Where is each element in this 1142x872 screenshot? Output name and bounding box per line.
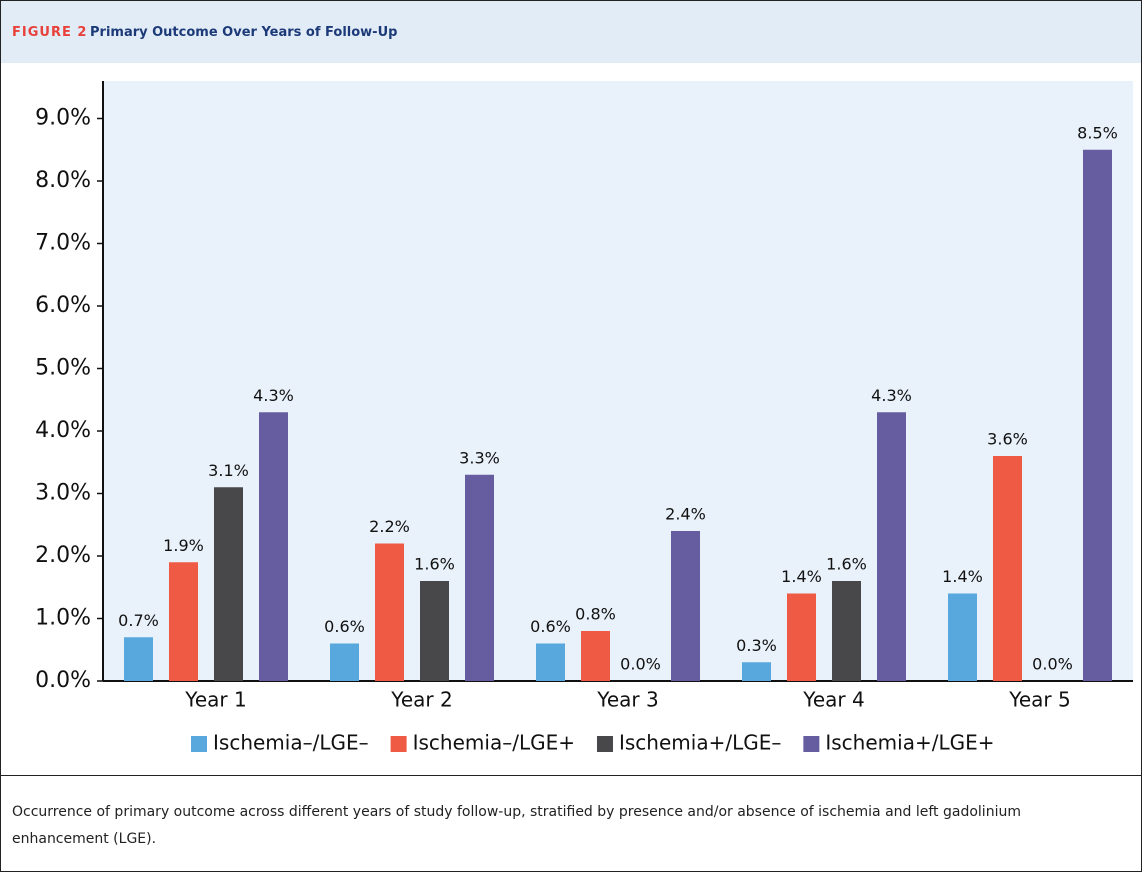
y-tick-label: 2.0% (35, 543, 91, 568)
y-tick-label: 0.0% (35, 668, 91, 693)
bar (420, 581, 449, 681)
legend-label: Ischemia+/LGE+ (825, 731, 994, 755)
value-label: 3.3% (459, 448, 500, 467)
y-tick-label: 4.0% (35, 418, 91, 443)
legend-swatch (803, 736, 820, 752)
x-tick-label: Year 3 (596, 688, 658, 712)
caption: Occurrence of primary outcome across dif… (12, 804, 1021, 847)
value-label: 4.3% (253, 386, 294, 405)
legend-swatch (596, 736, 613, 752)
figure-label: FIGURE 2 (12, 25, 88, 40)
bar (581, 631, 610, 681)
value-label: 1.4% (781, 567, 822, 586)
value-label: 0.0% (620, 655, 661, 674)
value-label: 3.1% (208, 461, 249, 480)
value-label: 0.7% (118, 611, 159, 630)
x-tick-label: Year 1 (184, 688, 246, 712)
y-tick-label: 3.0% (35, 481, 91, 506)
y-tick-label: 1.0% (35, 606, 91, 631)
divider (1, 775, 1141, 776)
legend-label: Ischemia+/LGE– (619, 731, 781, 755)
value-label: 0.6% (324, 617, 365, 636)
value-label: 3.6% (987, 430, 1028, 449)
figure-title: Primary Outcome Over Years of Follow-Up (90, 25, 398, 40)
bar (742, 662, 771, 681)
value-label: 0.8% (575, 605, 616, 624)
bar (259, 412, 288, 681)
figure-header: FIGURE 2 Primary Outcome Over Years of F… (1, 1, 1141, 63)
bar (536, 643, 565, 681)
plot-background (103, 81, 1133, 681)
value-label: 8.5% (1077, 123, 1118, 142)
value-label: 1.6% (414, 555, 455, 574)
value-label: 4.3% (871, 386, 912, 405)
x-tick-label: Year 2 (390, 688, 452, 712)
x-tick-label: Year 5 (1008, 688, 1070, 712)
legend-swatch (191, 736, 207, 752)
bar (993, 456, 1022, 681)
value-label: 0.6% (530, 617, 571, 636)
legend-label: Ischemia–/LGE– (213, 731, 369, 755)
bar (330, 643, 359, 681)
bar (787, 593, 816, 681)
value-label: 0.3% (736, 636, 777, 655)
bar (465, 474, 494, 681)
legend-label: Ischemia–/LGE+ (413, 731, 575, 755)
bar (214, 487, 243, 681)
bar (877, 412, 906, 681)
y-tick-label: 6.0% (35, 293, 91, 318)
bar (124, 637, 153, 681)
value-label: 2.4% (665, 505, 706, 524)
bar (375, 543, 404, 681)
bar (1083, 149, 1112, 681)
value-label: 2.2% (369, 517, 410, 536)
bar (832, 581, 861, 681)
x-tick-label: Year 4 (802, 688, 864, 712)
legend-swatch (390, 736, 407, 752)
y-tick-label: 9.0% (35, 106, 91, 131)
value-label: 1.9% (163, 536, 204, 555)
y-tick-label: 8.0% (35, 168, 91, 193)
value-label: 0.0% (1032, 655, 1073, 674)
chart: 0.0% 1.0% 2.0% 3.0% 4.0% 5.0% 6.0% 7.0% 8.0% 9.0%… (35, 81, 1133, 755)
y-tick-label: 7.0% (35, 231, 91, 256)
value-label: 1.6% (826, 555, 867, 574)
value-label: 1.4% (942, 567, 983, 586)
bar (948, 593, 977, 681)
bar (169, 562, 198, 681)
bar (671, 531, 700, 681)
y-tick-label: 5.0% (35, 356, 91, 381)
